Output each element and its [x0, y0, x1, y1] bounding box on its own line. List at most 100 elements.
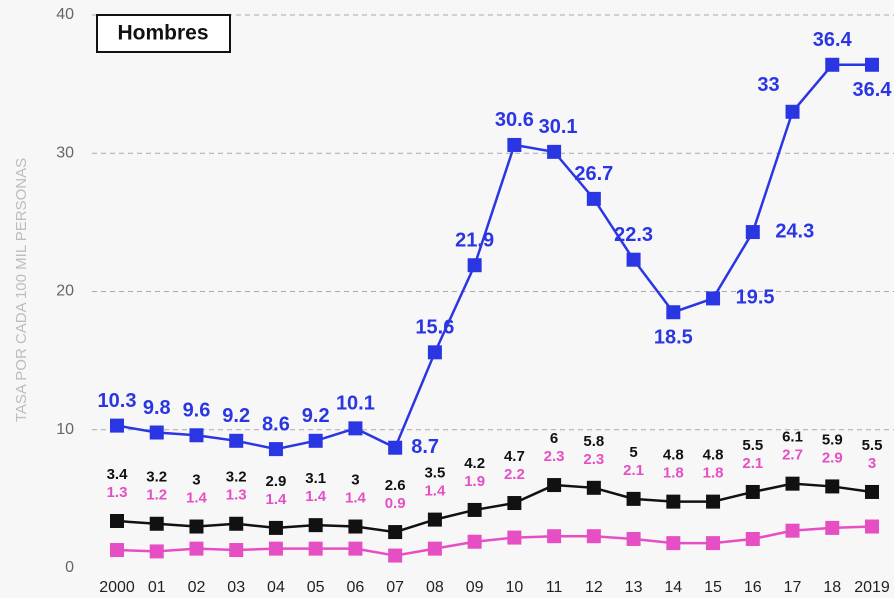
data-label: 3.4	[107, 466, 129, 483]
data-label: 9.8	[143, 397, 171, 419]
marker	[308, 518, 323, 533]
y-tick-label: 30	[56, 144, 74, 161]
x-tick-label: 03	[227, 579, 245, 596]
data-label: 1.4	[345, 489, 367, 506]
marker	[427, 345, 442, 360]
marker	[467, 258, 482, 273]
marker	[586, 480, 601, 495]
marker	[507, 137, 522, 152]
data-label: 2.1	[623, 462, 644, 479]
data-label: 9.2	[302, 405, 330, 427]
marker	[825, 479, 840, 494]
data-label: 1.2	[146, 487, 167, 504]
data-label: 2.7	[782, 447, 803, 464]
data-label: 2.9	[822, 449, 843, 466]
marker	[110, 418, 124, 433]
x-tick-label: 02	[188, 579, 206, 596]
y-tick-label: 40	[56, 6, 74, 23]
marker	[467, 502, 482, 517]
y-axis-label: TASA POR CADA 100 MIL PERSONAS	[13, 158, 30, 422]
data-label: 3.1	[305, 470, 326, 487]
marker	[745, 531, 760, 546]
data-label: 5.8	[583, 433, 604, 450]
marker	[467, 534, 482, 549]
data-label: 2.6	[385, 477, 406, 494]
marker	[388, 525, 403, 540]
data-label: 4.8	[663, 447, 684, 464]
data-label: 6	[550, 430, 558, 447]
data-label: 2.3	[544, 448, 565, 465]
data-label: 1.4	[266, 491, 288, 508]
y-tick-label: 20	[56, 283, 74, 300]
x-tick-label: 2000	[99, 579, 135, 596]
marker	[825, 520, 840, 535]
marker	[268, 442, 283, 457]
x-tick-label: 05	[307, 579, 325, 596]
marker	[626, 491, 641, 506]
data-label: 10.3	[98, 390, 137, 412]
data-label: 36.4	[853, 79, 893, 101]
data-label: 1.9	[464, 473, 485, 490]
marker	[666, 305, 681, 320]
marker	[865, 57, 879, 72]
data-label: 4.2	[464, 455, 485, 472]
data-label: 1.3	[226, 487, 247, 504]
marker	[666, 536, 681, 551]
marker	[547, 478, 562, 493]
data-label: 2.9	[266, 473, 287, 490]
marker	[308, 433, 323, 448]
marker	[110, 513, 124, 528]
marker	[229, 543, 244, 558]
data-label: 5.5	[862, 437, 883, 454]
data-label: 24.3	[775, 220, 814, 242]
marker	[268, 520, 283, 535]
data-label: 2.2	[504, 466, 525, 483]
data-label: 10.1	[336, 393, 375, 415]
marker	[586, 191, 601, 206]
data-label: 5	[629, 444, 637, 461]
marker	[706, 536, 721, 551]
data-label: 36.4	[813, 29, 853, 51]
marker	[507, 530, 522, 545]
x-tick-label: 13	[625, 579, 643, 596]
data-label: 22.3	[614, 224, 653, 246]
data-label: 18.5	[654, 327, 693, 349]
title-box	[96, 14, 231, 53]
data-label: 0.9	[385, 495, 406, 512]
plot-area: 0 10 20 30 40 2000 01 02 03 04 05 06 07 08 09 10 11 12 13 1…	[56, 6, 894, 596]
marker	[547, 144, 562, 159]
data-label: 9.6	[183, 400, 211, 422]
marker	[706, 291, 721, 306]
x-tick-label: 2019	[854, 579, 890, 596]
marker	[785, 476, 800, 491]
data-label: 3	[351, 471, 359, 488]
marker	[388, 548, 403, 563]
marker	[229, 433, 244, 448]
data-label: 26.7	[574, 163, 613, 185]
marker	[427, 541, 442, 556]
x-tick-label: 09	[466, 579, 484, 596]
data-label: 33	[757, 74, 779, 96]
marker	[110, 543, 124, 558]
data-label: 2.1	[742, 455, 763, 472]
marker	[666, 494, 681, 509]
data-label: 1.4	[305, 488, 327, 505]
data-label: 30.1	[539, 116, 578, 138]
data-label: 15.6	[415, 317, 454, 339]
marker	[745, 225, 760, 240]
data-label: 1.3	[107, 484, 128, 501]
x-tick-label: 10	[505, 579, 523, 596]
marker	[189, 541, 204, 556]
chart-title: Hombres	[117, 22, 208, 45]
data-label: 1.8	[703, 465, 724, 482]
data-label: 6.1	[782, 429, 803, 446]
data-label: 3	[868, 455, 876, 472]
marker	[586, 529, 601, 544]
marker	[706, 494, 721, 509]
data-label: 21.9	[455, 230, 494, 252]
marker	[229, 516, 244, 531]
marker	[865, 484, 879, 499]
x-tick-label: 04	[267, 579, 285, 596]
marker	[348, 541, 363, 556]
